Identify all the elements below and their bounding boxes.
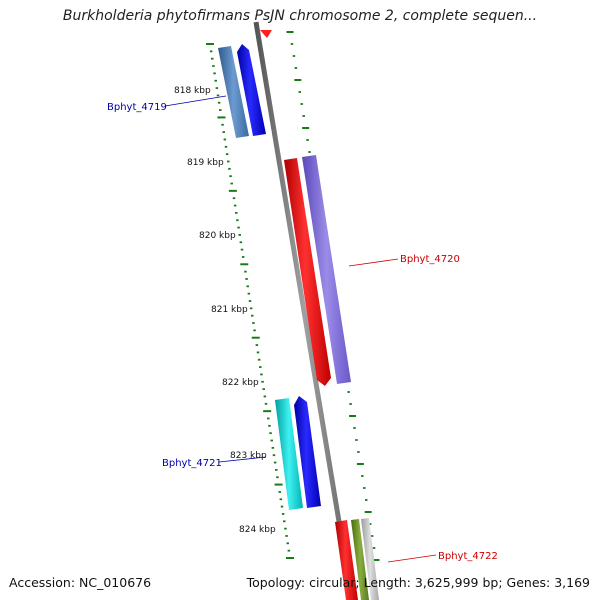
- leader-line-bphyt-4719: [164, 95, 227, 107]
- ruler-labels: 818 kbp 819 kbp 820 kbp 821 kbp 822 kbp …: [174, 86, 276, 535]
- leader-line-bphyt-4721: [218, 456, 267, 463]
- gene-arrow-bphyt-4721: [294, 396, 321, 508]
- ruler-label: 823 kbp: [230, 451, 267, 461]
- ruler-label: 822 kbp: [222, 378, 259, 388]
- leader-line-bphyt-4720: [348, 258, 399, 267]
- ruler-label: 818 kbp: [174, 86, 211, 96]
- cds-bphyt-4720: [302, 155, 351, 384]
- map-title: Burkholderia phytofirmans PsJN chromosom…: [62, 8, 538, 24]
- gene-bphyt-4719[interactable]: [218, 44, 266, 138]
- cds-bphyt-4719: [218, 46, 249, 138]
- ruler-label: 820 kbp: [199, 231, 236, 241]
- gene-bphyt-4720[interactable]: [284, 155, 351, 386]
- cds-bphyt-4722-a: [351, 519, 369, 600]
- chromosome-backbone: [253, 21, 355, 600]
- gene-label-bphyt-4719[interactable]: Bphyt_4719: [107, 102, 167, 113]
- gene-arrow-bphyt-4722: [335, 520, 358, 600]
- gene-bphyt-4722[interactable]: [335, 518, 379, 600]
- leader-line-bphyt-4722: [387, 554, 437, 563]
- ruler-label: 819 kbp: [187, 158, 224, 168]
- gene-labels: Bphyt_4719 Bphyt_4720 Bphyt_4721 Bphyt_4…: [107, 95, 498, 563]
- gene-label-bphyt-4720[interactable]: Bphyt_4720: [400, 254, 460, 265]
- ruler-label: 824 kbp: [239, 525, 276, 535]
- gene-arrow-bphyt-4720: [284, 158, 331, 386]
- ruler-ticks-inner: [206, 43, 294, 559]
- gene-bphyt-4721[interactable]: [275, 396, 321, 510]
- cds-bphyt-4721: [275, 398, 303, 510]
- topology-summary: Topology: circular; Length: 3,625,999 bp…: [246, 575, 590, 590]
- cds-bphyt-4722-b: [361, 518, 379, 600]
- feature-marker-top: [260, 30, 272, 38]
- gene-label-bphyt-4722[interactable]: Bphyt_4722: [438, 551, 498, 562]
- accession-text: Accession: NC_010676: [9, 575, 152, 590]
- ruler-label: 821 kbp: [211, 305, 248, 315]
- gene-label-bphyt-4721[interactable]: Bphyt_4721: [162, 458, 222, 469]
- gene-arrow-bphyt-4719: [237, 44, 266, 136]
